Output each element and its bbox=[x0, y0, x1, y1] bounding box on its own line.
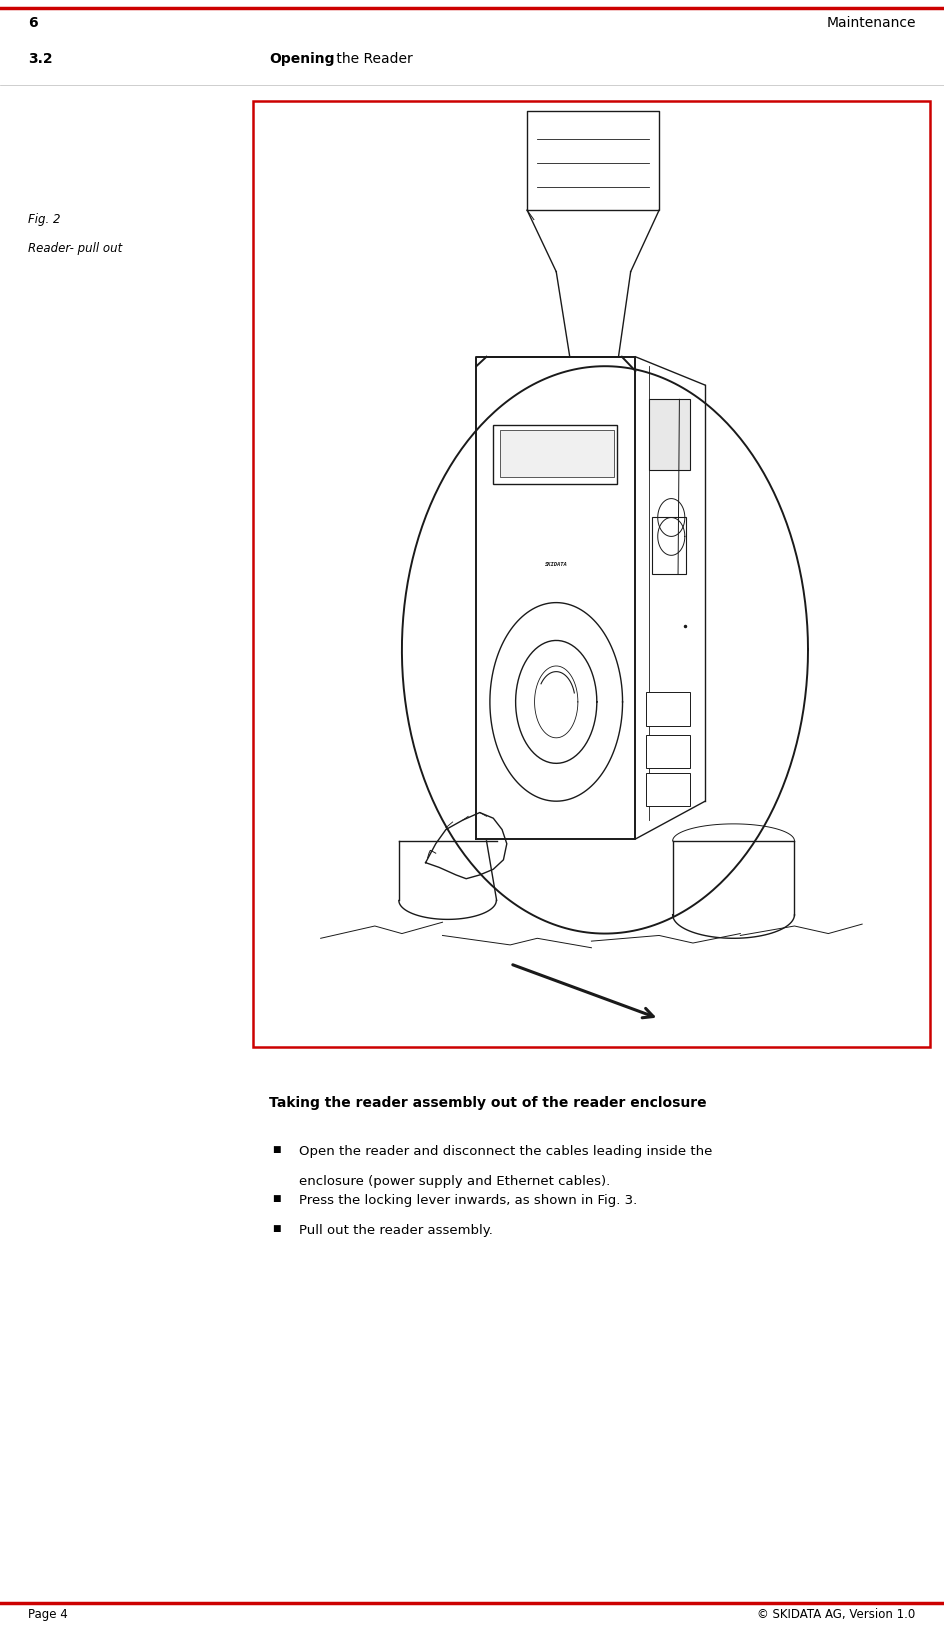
Bar bbox=[646, 692, 689, 725]
Text: Maintenance: Maintenance bbox=[826, 16, 916, 31]
Text: ■: ■ bbox=[272, 1145, 280, 1155]
Bar bbox=[253, 101, 930, 1047]
Text: ■: ■ bbox=[272, 1194, 280, 1204]
Text: Fig. 2: Fig. 2 bbox=[28, 213, 60, 226]
Bar bbox=[494, 425, 617, 484]
Text: Open the reader and disconnect the cables leading inside the: Open the reader and disconnect the cable… bbox=[299, 1145, 713, 1158]
Text: the Reader: the Reader bbox=[332, 52, 413, 67]
Text: © SKIDATA AG, Version 1.0: © SKIDATA AG, Version 1.0 bbox=[757, 1608, 916, 1621]
Text: Taking the reader assembly out of the reader enclosure: Taking the reader assembly out of the re… bbox=[269, 1096, 707, 1111]
Bar bbox=[646, 772, 689, 807]
Text: 6: 6 bbox=[28, 16, 38, 31]
Bar bbox=[646, 735, 689, 767]
Bar bbox=[652, 517, 686, 574]
Text: SKIDATA: SKIDATA bbox=[545, 563, 567, 568]
Text: Opening: Opening bbox=[269, 52, 334, 67]
Text: Reader- pull out: Reader- pull out bbox=[28, 242, 123, 255]
Text: Press the locking lever inwards, as shown in Fig. 3.: Press the locking lever inwards, as show… bbox=[299, 1194, 637, 1207]
Text: enclosure (power supply and Ethernet cables).: enclosure (power supply and Ethernet cab… bbox=[299, 1175, 611, 1188]
Text: ■: ■ bbox=[272, 1224, 280, 1234]
Bar bbox=[649, 399, 689, 470]
Bar bbox=[500, 430, 615, 476]
Text: Page 4: Page 4 bbox=[28, 1608, 68, 1621]
Text: 3.2: 3.2 bbox=[28, 52, 53, 67]
Text: Pull out the reader assembly.: Pull out the reader assembly. bbox=[299, 1224, 493, 1237]
